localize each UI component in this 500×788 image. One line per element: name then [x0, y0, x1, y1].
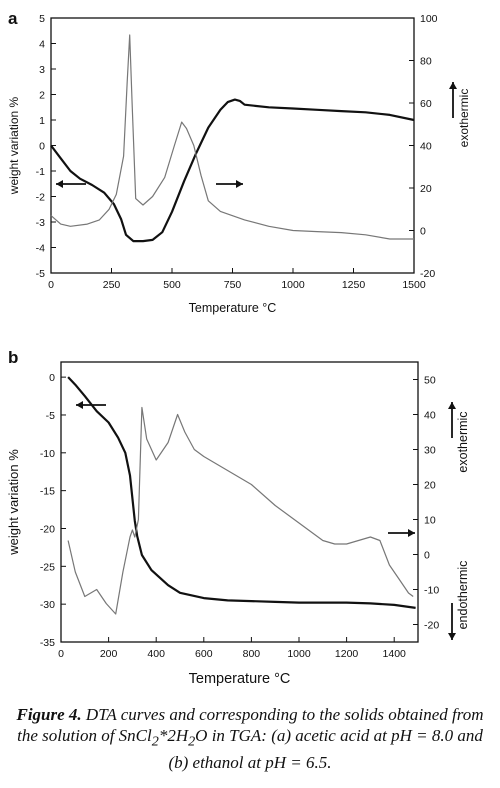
y-tick-label: -2: [36, 192, 45, 204]
x-tick-label: 1250: [342, 279, 366, 291]
y-tick-label: -30: [40, 599, 55, 611]
y2-tick-label: 10: [424, 515, 436, 527]
caption-text-1: DTA curves and corresponding to the soli…: [17, 705, 484, 745]
y2-tick-label: 60: [420, 98, 432, 110]
y2-tick-label: 20: [420, 183, 432, 195]
dta-curve: [67, 406, 414, 615]
panel-a-label: a: [8, 9, 18, 28]
y2-tick-label: 20: [424, 480, 436, 492]
x-tick-label: 1500: [402, 279, 426, 291]
x-tick-label: 1400: [383, 648, 407, 660]
x-axis-label: Temperature °C: [189, 671, 291, 687]
y-axis-label: weight variation %: [7, 96, 21, 195]
y-tick-label: 5: [39, 13, 45, 25]
x-tick-label: 1000: [287, 648, 311, 660]
y-tick-label: 1: [39, 115, 45, 127]
caption-text-3: O in TGA: (a) acetic acid at pH = 8.0 an…: [168, 726, 483, 773]
left-axis-arrow: [76, 401, 106, 409]
y2-tick-label: 100: [420, 13, 438, 25]
x-tick-label: 400: [147, 648, 165, 660]
y-tick-label: 3: [39, 64, 45, 76]
right-axis-arrow: [216, 180, 243, 188]
y2-tick-label: 0: [420, 226, 426, 238]
y2-tick-label: -20: [424, 620, 439, 632]
weight-curve: [50, 98, 415, 243]
x-axis-label: Temperature °C: [189, 301, 277, 315]
y2-tick-label: -10: [424, 585, 439, 597]
caption-sub-2: 2: [188, 733, 196, 750]
y-tick-label: -5: [36, 268, 45, 280]
y2-tick-label: 40: [420, 141, 432, 153]
y2-tick-label: 0: [424, 550, 430, 562]
y-tick-label: -5: [46, 410, 55, 422]
exothermic-arrow: [448, 402, 456, 438]
y-tick-label: -15: [40, 486, 55, 498]
plot-frame: [60, 361, 419, 643]
figure-caption: Figure 4. DTA curves and corresponding t…: [10, 704, 490, 773]
x-tick-label: 200: [100, 648, 118, 660]
x-tick-label: 600: [195, 648, 213, 660]
y-tick-label: -10: [40, 448, 55, 460]
caption-text-2: *2H: [158, 726, 189, 745]
caption-label: Figure 4.: [16, 705, 82, 724]
y2-tick-label: 30: [424, 445, 436, 457]
panel-a-chart: 5 4 3 2 1 0 -1 -2 -3 -4 -5 100 80 60 40 20 0 -20 0 250 500 75…: [7, 13, 471, 315]
y2-tick-label: 40: [424, 410, 436, 422]
weight-curve: [67, 376, 416, 609]
x-tick-label: 0: [58, 648, 64, 660]
x-tick-label: 1200: [335, 648, 359, 660]
right-axis-arrow: [388, 529, 415, 537]
panel-b-chart: 0 -5 -10 -15 -20 -25 -30 -35 50 40 30 20 10 0 -10 -20 0 2…: [6, 361, 470, 687]
x-tick-label: 750: [224, 279, 242, 291]
x-tick-label: 250: [103, 279, 121, 291]
endothermic-label: endothermic: [456, 561, 470, 630]
dta-curve: [50, 34, 414, 240]
panel-b-label: b: [8, 348, 18, 367]
left-axis-arrow: [56, 180, 86, 188]
y2-tick-label: -20: [420, 268, 435, 280]
y-tick-label: 0: [39, 141, 45, 153]
x-tick-label: 800: [243, 648, 261, 660]
y-tick-label: -4: [36, 243, 45, 255]
y-tick-label: -35: [40, 637, 55, 649]
y2-tick-label: 50: [424, 375, 436, 387]
y-tick-label: -1: [36, 166, 45, 178]
exothermic-label: exothermic: [456, 411, 470, 472]
y-tick-label: 2: [39, 90, 45, 102]
endothermic-arrow: [448, 603, 456, 640]
y-axis-label: weight variation %: [6, 449, 21, 556]
y-tick-label: 4: [39, 39, 45, 51]
x-tick-label: 1000: [281, 279, 305, 291]
caption-sub-1: 2: [151, 733, 159, 750]
exothermic-arrow: [449, 82, 457, 118]
exothermic-label: exothermic: [457, 89, 471, 148]
y-tick-label: 0: [49, 372, 55, 384]
y-tick-label: -3: [36, 217, 45, 229]
y2-tick-label: 80: [420, 56, 432, 68]
x-tick-label: 0: [48, 279, 54, 291]
y-tick-label: -25: [40, 561, 55, 573]
y-tick-label: -20: [40, 523, 55, 535]
x-tick-label: 500: [163, 279, 181, 291]
